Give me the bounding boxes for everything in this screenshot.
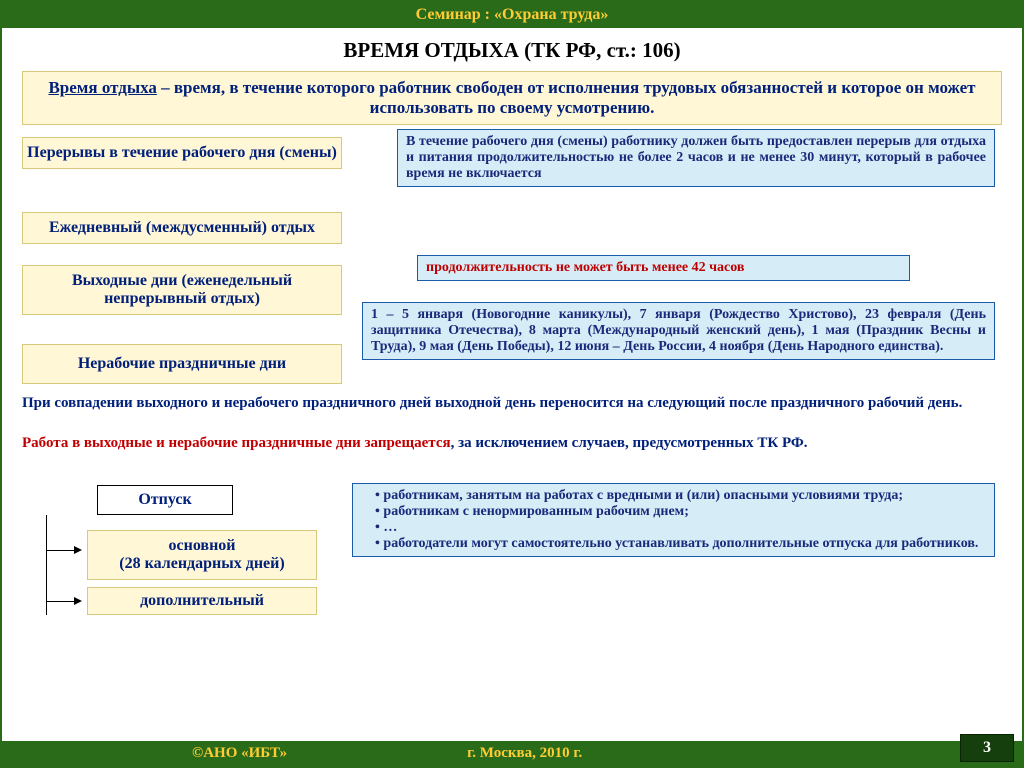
box-holidays: Нерабочие праздничные дни [22,344,342,384]
tree-vline [46,515,47,615]
definition-term: Время отдыха [48,78,156,97]
vacation-additional-box: дополнительный [87,587,317,615]
vacation-list-item: … [375,520,986,536]
footer-location: г. Москва, 2010 г. [467,745,582,762]
page-number: 3 [960,734,1014,762]
footer-copyright: ©АНО «ИБТ» [192,745,287,762]
vacation-list-item: работникам, занятым на работах с вредным… [375,488,986,504]
definition-text: – время, в течение которого работник сво… [157,78,976,117]
tree-h1 [46,550,76,551]
tree-arrow2 [74,597,82,605]
box-daily: Ежедневный (междусменный) отдых [22,212,342,244]
para2-rest: , за исключением случаев, предусмотренны… [451,435,808,451]
paragraph-holiday-shift: При совпадении выходного и нерабочего пр… [22,395,1002,412]
vacation-basic-box: основной(28 календарных дней) [87,530,317,580]
vacation-list-item: работодатели могут самостоятельно устана… [375,536,986,552]
paragraph-work-prohibited: Работа в выходные и нерабочие праздничны… [22,435,1002,452]
footer-bar: ©АНО «ИБТ» г. Москва, 2010 г. 3 [2,741,1022,766]
callout-breaks: В течение рабочего дня (смены) работнику… [397,129,995,187]
callout-weekly: продолжительность не может быть менее 42… [417,255,910,281]
vacation-title-box: Отпуск [97,485,233,515]
box-weekly: Выходные дни (еженедельный непрерывный о… [22,265,342,315]
header-bar: Семинар : «Охрана труда» [2,2,1022,28]
para2-red: Работа в выходные и нерабочие праздничны… [22,435,451,451]
tree-arrow1 [74,546,82,554]
callout-vacation-list: работникам, занятым на работах с вредным… [352,483,995,557]
callout-holidays: 1 – 5 января (Новогодние каникулы), 7 ян… [362,302,995,360]
page-title: ВРЕМЯ ОТДЫХА (ТК РФ, ст.: 106) [2,38,1022,63]
tree-h2 [46,601,76,602]
definition-box: Время отдыха – время, в течение которого… [22,71,1002,125]
vacation-list-item: работникам с ненормированным рабочим дне… [375,504,986,520]
box-breaks: Перерывы в течение рабочего дня (смены) [22,137,342,169]
